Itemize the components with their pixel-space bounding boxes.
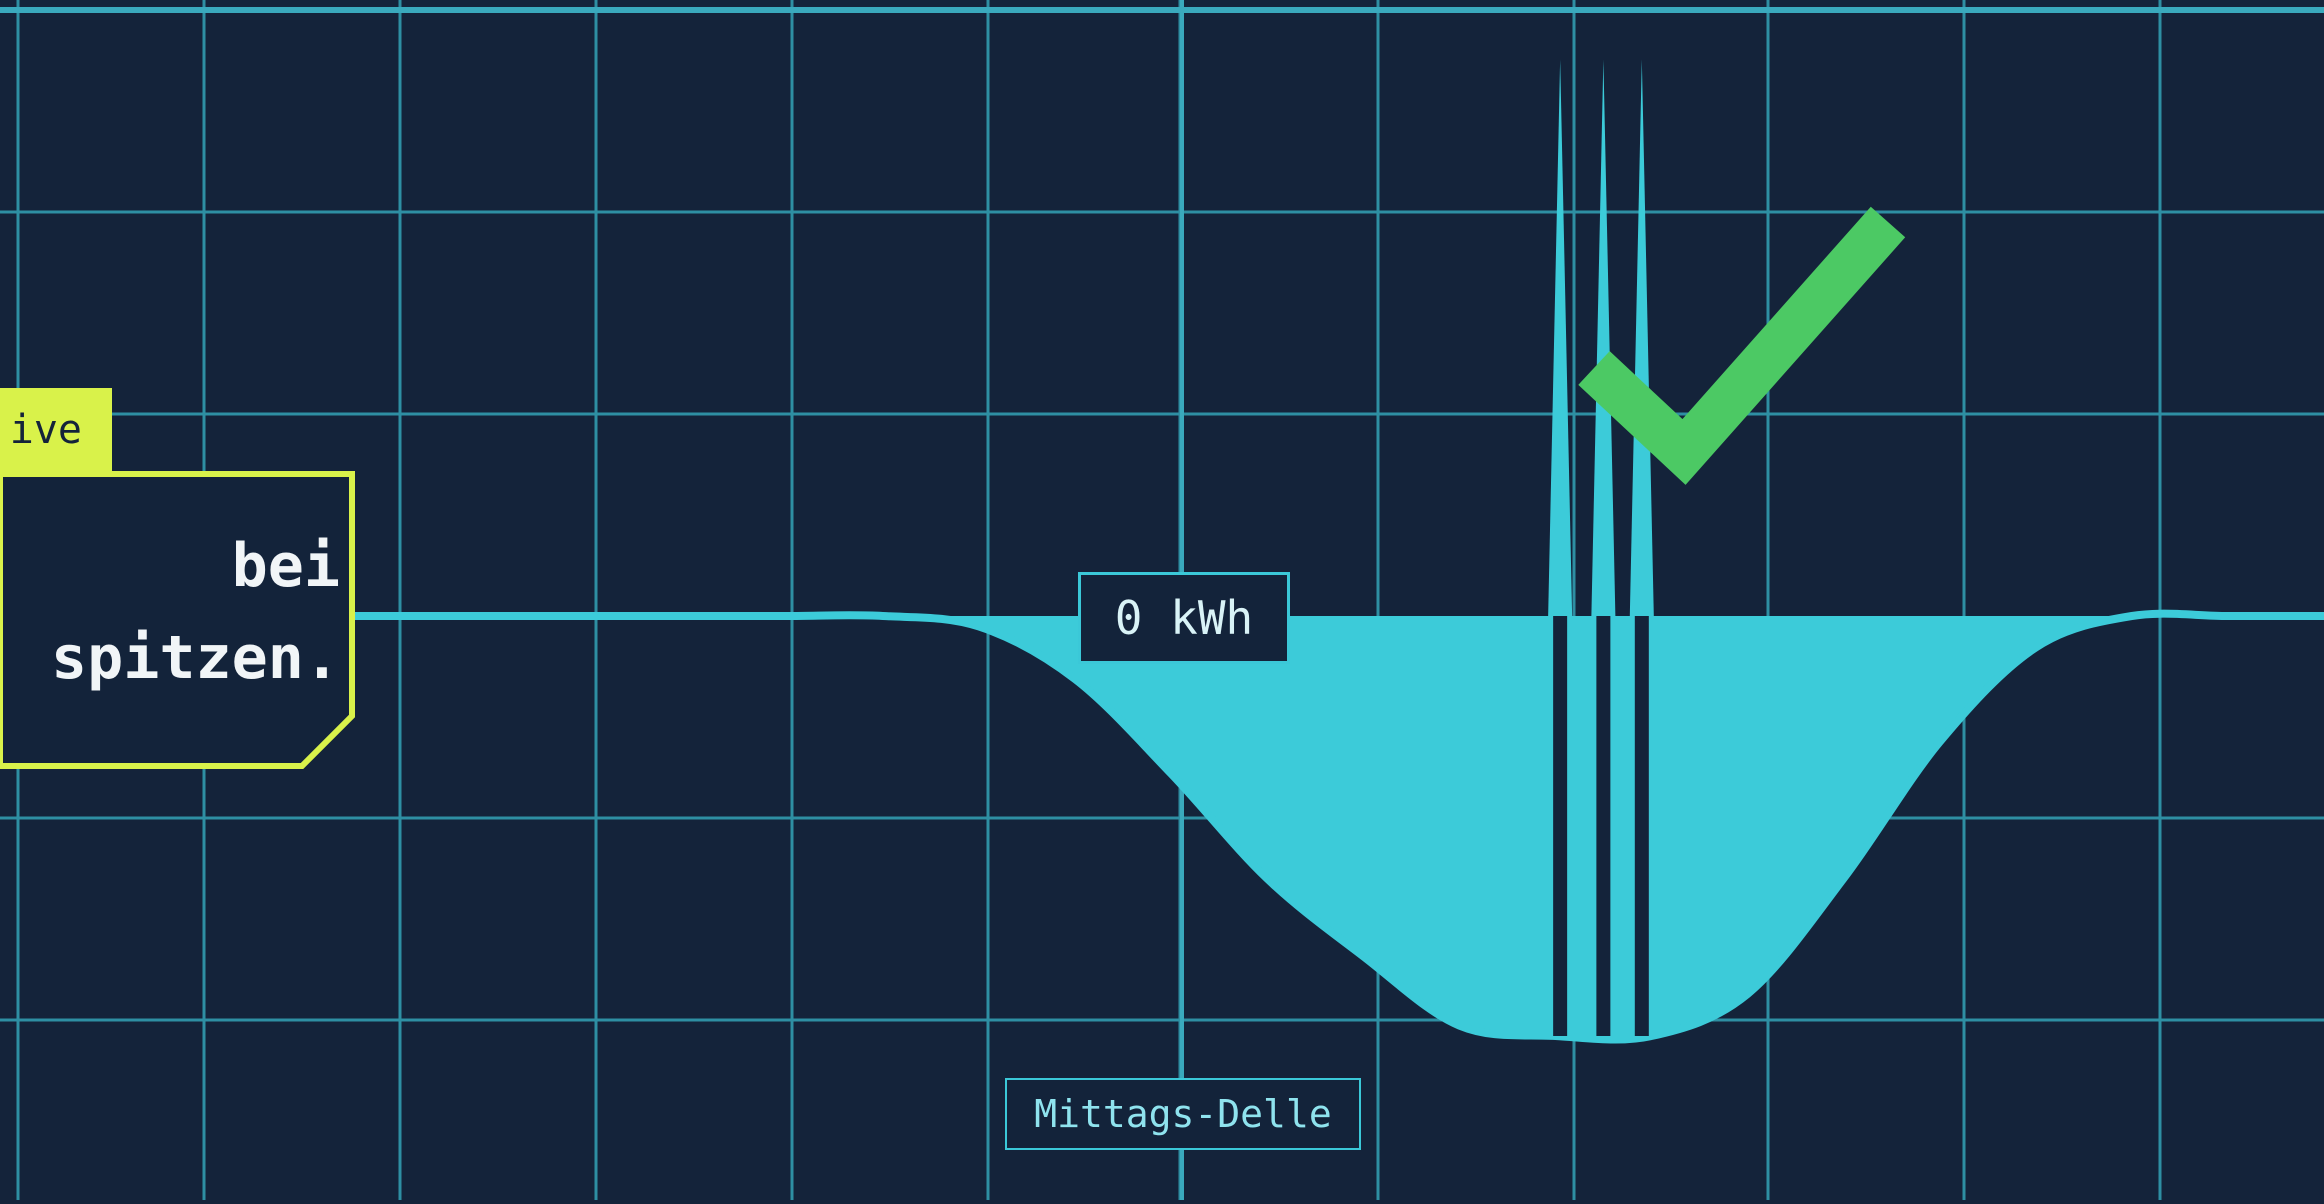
callout-text-line2: spitzen. [51, 623, 340, 693]
spike-gap-2 [1596, 616, 1611, 1036]
spike-3 [1629, 59, 1654, 616]
checkmark-icon [1578, 206, 1906, 485]
area-fill [18, 613, 2324, 1040]
callout-frame [0, 471, 355, 769]
dip-label: Mittags-Delle [1005, 1078, 1361, 1150]
spike-gap-3 [1634, 616, 1649, 1036]
callout-text-line1: bei [231, 531, 340, 601]
callout-box [0, 471, 355, 769]
spike-gap-1 [1553, 616, 1568, 1036]
series-line [17, 609, 2324, 1044]
zero-label: 0 kWh [1078, 572, 1290, 664]
spike-2 [1591, 59, 1616, 616]
spike-1 [1548, 59, 1573, 616]
callout-text: bei spitzen. [0, 520, 340, 704]
callout-tag: ive [0, 388, 112, 472]
series-layer [17, 59, 2324, 1044]
checkmark-shape [1578, 206, 1906, 485]
